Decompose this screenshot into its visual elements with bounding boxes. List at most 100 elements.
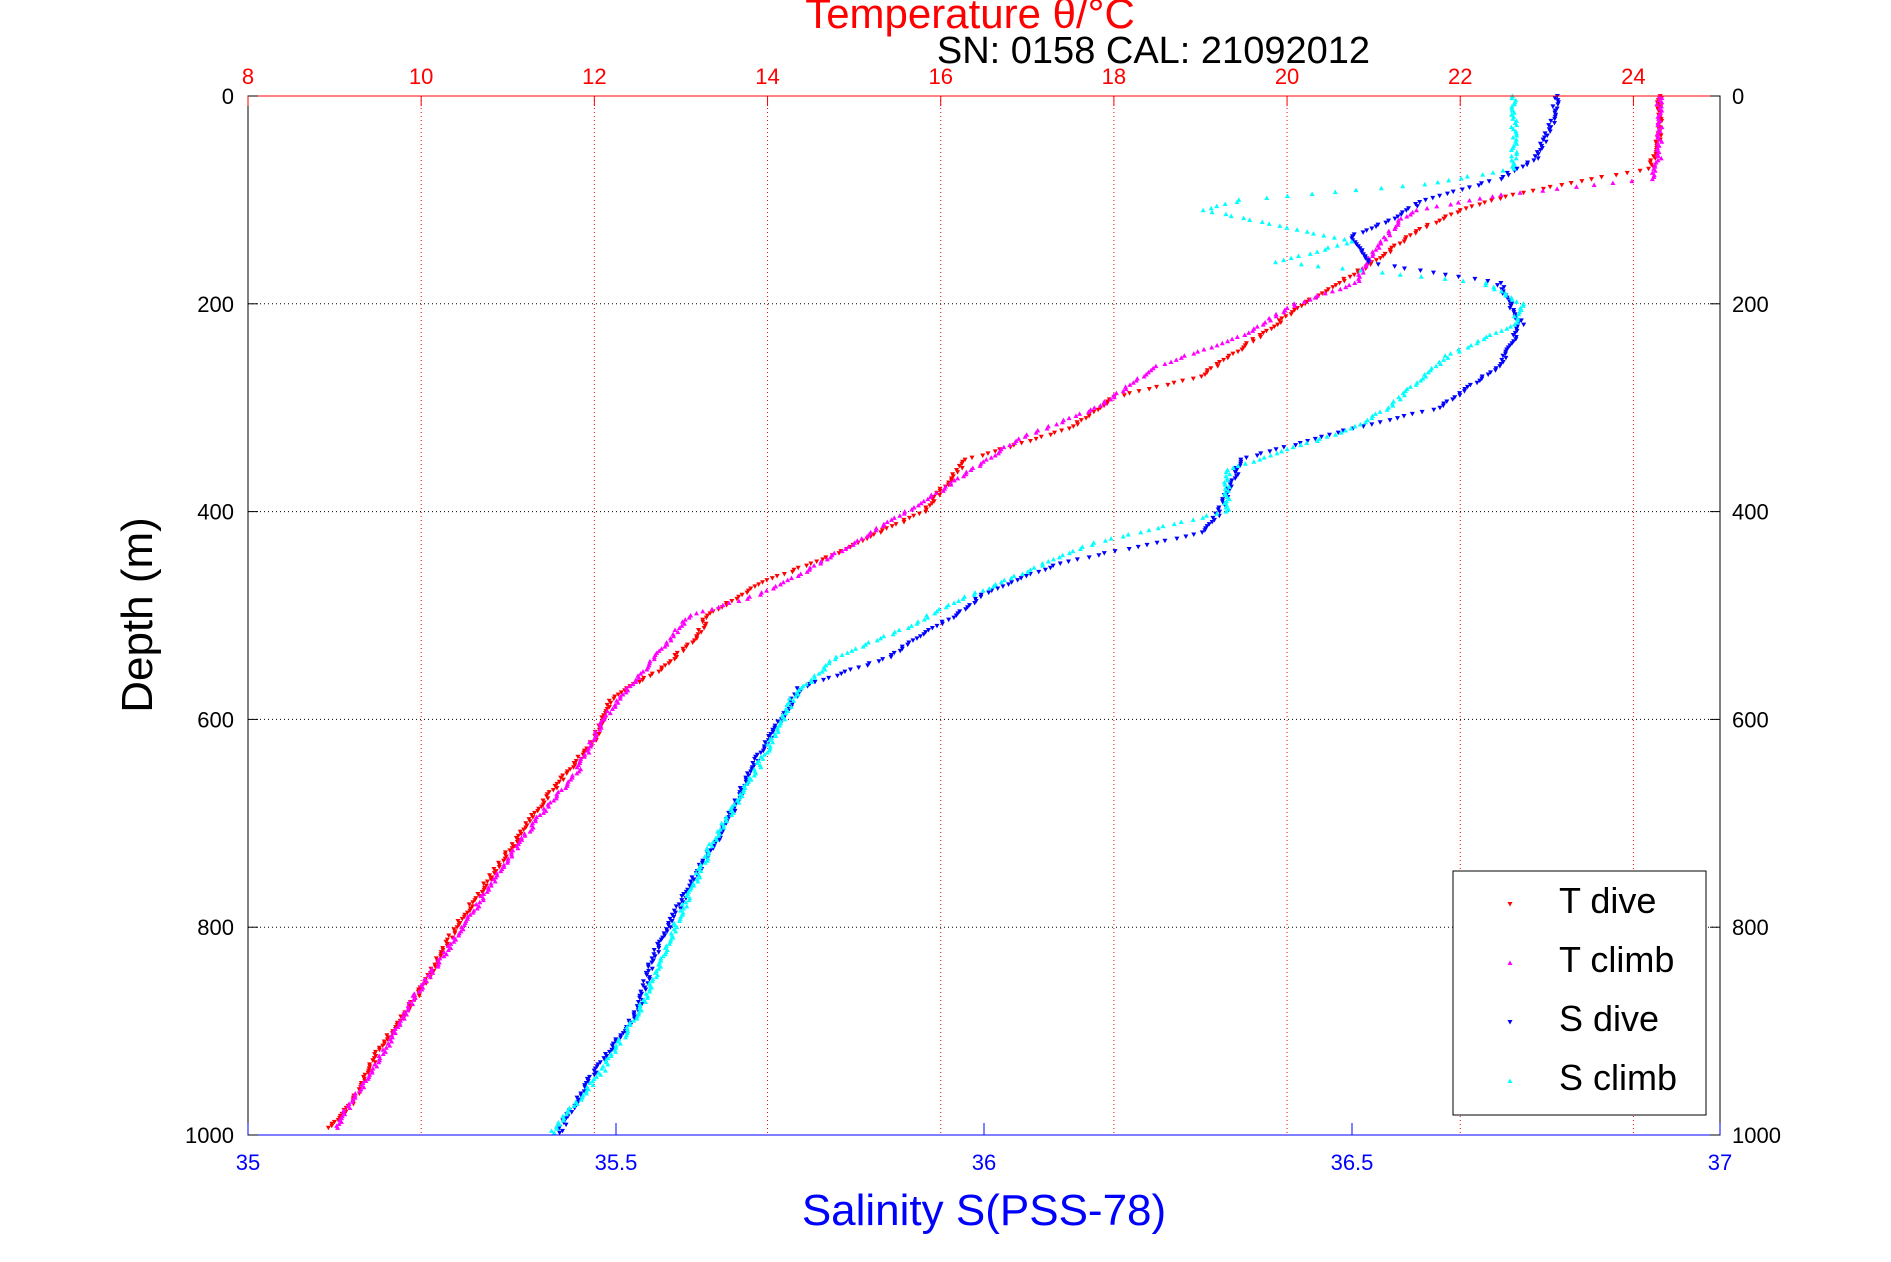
data-point-t-climb [369, 1068, 375, 1073]
data-point-t-dive [672, 657, 678, 662]
data-point-t-climb [445, 943, 451, 948]
grid-lines [248, 96, 1720, 1135]
data-point-t-dive [948, 478, 954, 483]
data-point-t-climb [604, 708, 610, 714]
legend-label-s-climb: S climb [1559, 1057, 1677, 1098]
data-point-s-climb [853, 646, 859, 651]
data-point-t-dive [923, 509, 929, 515]
data-point-s-climb [1190, 517, 1196, 522]
data-point-t-climb [541, 810, 547, 815]
data-point-s-dive [1191, 532, 1197, 537]
data-point-s-climb [934, 608, 940, 614]
data-point-s-climb [1377, 409, 1383, 414]
data-point-s-dive [820, 677, 826, 683]
data-point-t-climb [1016, 436, 1022, 441]
data-point-s-dive [891, 650, 897, 656]
data-point-s-dive [644, 972, 650, 978]
data-point-s-dive [1520, 164, 1526, 170]
data-point-s-dive [1006, 582, 1012, 587]
data-point-s-climb [767, 743, 773, 749]
data-point-t-climb [338, 1119, 344, 1125]
data-point-t-dive [1482, 200, 1488, 205]
data-point-t-dive [666, 661, 672, 666]
data-point-s-climb [551, 1130, 557, 1135]
data-point-s-climb [716, 833, 722, 838]
data-point-t-dive [1275, 322, 1281, 328]
data-point-t-climb [1477, 196, 1483, 201]
data-point-t-climb [1073, 413, 1079, 419]
data-point-t-climb [1329, 288, 1335, 294]
data-point-s-climb [634, 1016, 640, 1021]
data-point-t-climb [951, 477, 957, 483]
data-point-s-dive [1403, 208, 1409, 213]
data-point-s-climb [695, 878, 701, 884]
data-point-t-climb [807, 567, 813, 572]
data-point-s-dive [1510, 332, 1516, 338]
data-point-s-climb [1503, 290, 1509, 296]
data-point-t-climb [638, 671, 644, 676]
data-point-s-climb [1039, 561, 1045, 566]
data-point-t-climb [467, 912, 473, 917]
data-point-t-dive [459, 916, 465, 922]
data-point-s-climb [1510, 135, 1516, 140]
data-point-s-dive [1243, 455, 1249, 461]
data-point-s-climb [719, 820, 725, 826]
data-point-s-climb [627, 1022, 633, 1027]
data-point-t-climb [983, 457, 989, 462]
data-point-t-climb [441, 949, 447, 955]
data-point-s-climb [583, 1090, 589, 1096]
data-point-t-climb [668, 637, 674, 643]
data-point-t-dive [454, 925, 460, 930]
data-point-t-dive [1469, 204, 1475, 209]
data-point-t-climb [537, 812, 543, 817]
data-point-t-climb [1133, 378, 1139, 383]
data-point-t-climb [430, 970, 436, 975]
data-point-s-dive [834, 673, 840, 679]
data-point-s-dive [921, 632, 927, 637]
data-point-s-climb [1304, 440, 1310, 446]
data-point-t-climb [501, 864, 507, 869]
data-point-t-climb [1654, 101, 1660, 107]
data-point-s-climb [1520, 301, 1526, 306]
data-point-s-climb [1508, 324, 1514, 329]
data-point-t-climb [532, 816, 538, 822]
data-point-t-dive [380, 1043, 386, 1049]
temperature-tick-label: 22 [1448, 64, 1472, 89]
data-point-t-dive [1521, 190, 1527, 196]
depth-tick-label-left: 800 [197, 915, 234, 940]
data-point-t-climb [1370, 253, 1376, 259]
data-point-s-dive [1431, 407, 1437, 413]
data-point-t-climb [1054, 421, 1060, 427]
data-point-t-dive [479, 889, 485, 895]
data-point-s-dive [1550, 104, 1556, 109]
data-point-t-climb [1201, 347, 1207, 352]
data-point-t-climb [477, 899, 483, 905]
data-point-s-climb [1325, 245, 1331, 250]
data-point-t-climb [1408, 211, 1414, 217]
data-point-t-dive [608, 700, 614, 706]
data-point-t-climb [1246, 330, 1252, 335]
data-point-t-climb [918, 500, 924, 506]
data-point-t-climb [686, 615, 692, 620]
data-point-t-climb [617, 696, 623, 701]
data-point-t-dive [530, 815, 536, 820]
data-point-s-dive [1392, 216, 1398, 222]
data-point-s-climb [666, 941, 672, 946]
data-point-s-dive [842, 669, 848, 675]
data-point-t-climb [1370, 251, 1376, 256]
data-point-s-climb [650, 976, 656, 982]
data-point-t-climb [977, 463, 983, 468]
series-s-climb [549, 93, 1526, 1135]
data-point-t-climb [498, 868, 504, 874]
depth-tick-label-left: 600 [197, 707, 234, 732]
data-point-s-dive [1467, 382, 1473, 388]
data-point-t-climb [1655, 122, 1661, 128]
data-point-t-dive [1579, 179, 1585, 184]
data-point-t-dive [1388, 249, 1394, 255]
data-point-s-climb [1435, 179, 1441, 185]
data-point-t-dive [916, 511, 922, 517]
data-point-s-climb [1418, 274, 1424, 279]
data-point-t-climb [1108, 396, 1114, 402]
data-point-s-climb [1214, 203, 1220, 209]
data-point-t-dive [596, 731, 602, 737]
